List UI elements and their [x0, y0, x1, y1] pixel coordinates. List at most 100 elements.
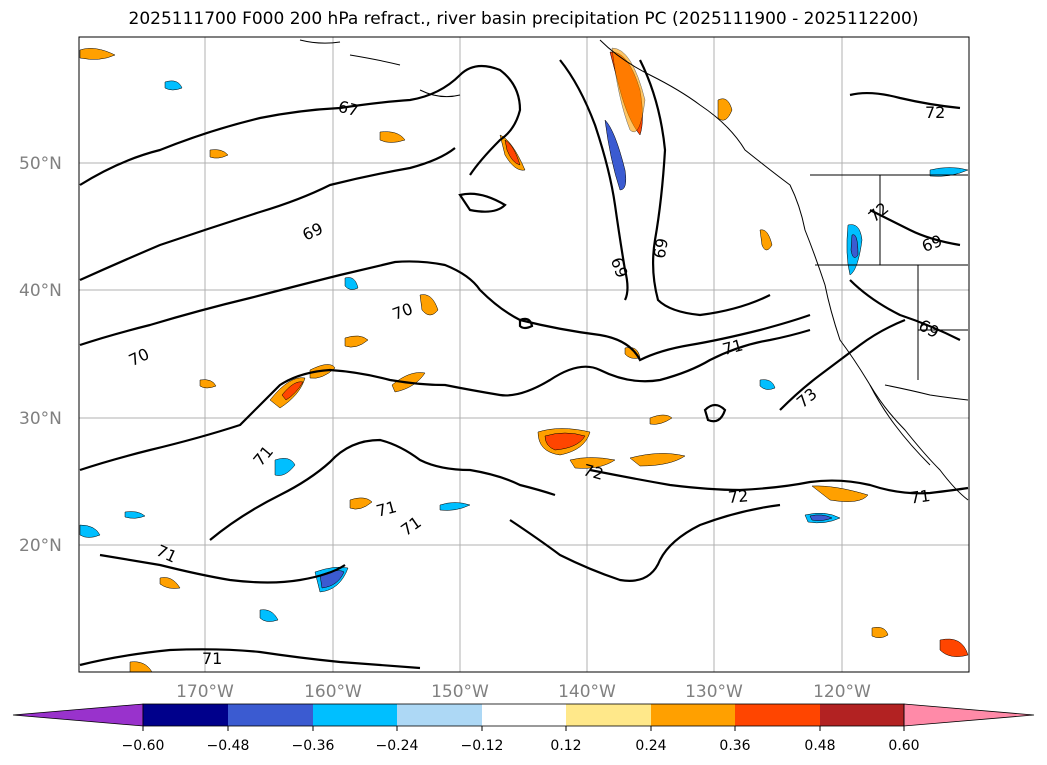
contour-label: 71	[202, 649, 222, 668]
precip-patch	[604, 119, 627, 191]
precip-patch	[419, 294, 439, 316]
precip-shading	[79, 47, 969, 672]
contour-loop	[518, 317, 534, 330]
lat-label-50n: 50°N	[19, 154, 62, 174]
map-background	[79, 37, 969, 672]
precip-patch	[344, 277, 359, 290]
contour-label: 71	[374, 497, 399, 521]
colorbar-tick-label: −0.24	[376, 738, 419, 754]
colorbar-tick-label: 0.48	[804, 738, 835, 754]
colorbar-segment	[143, 704, 228, 726]
colorbar-tick-label: −0.48	[207, 738, 250, 754]
precip-patch	[504, 139, 521, 166]
colorbar-tick-label: −0.60	[122, 738, 165, 754]
contour-label: 71	[909, 486, 932, 508]
contour-69-b	[639, 59, 771, 317]
colorbar-segment	[735, 704, 820, 726]
colorbar-segment	[228, 704, 313, 726]
map-title: 2025111700 F000 200 hPa refract., river …	[128, 9, 919, 29]
border-us-mexico	[884, 384, 969, 401]
precip-patch	[209, 149, 229, 159]
precip-patch	[811, 485, 869, 502]
precip-patch	[717, 98, 733, 121]
lon-label-160w: 160°W	[304, 682, 362, 702]
north-america-coast	[599, 39, 969, 501]
refractivity-contours	[79, 59, 969, 670]
colorbar-tick-label: 0.36	[719, 738, 750, 754]
colorbar-tick-label: 0.12	[550, 738, 581, 754]
precip-patch	[611, 47, 646, 133]
precip-patch	[759, 379, 776, 390]
contour-label: 72	[581, 460, 606, 484]
colorbar-tick-label: 0.24	[635, 738, 666, 754]
precip-patch	[759, 229, 773, 251]
colorbar-segment	[566, 704, 651, 726]
contour-70	[79, 260, 811, 362]
colorbar-tick-labels: −0.60 −0.48 −0.36 −0.24 −0.12 0.12 0.24 …	[122, 738, 920, 754]
precip-patch	[281, 381, 304, 401]
contour-loop	[458, 192, 507, 213]
lon-label-140w: 140°W	[558, 682, 616, 702]
lon-label-120w: 120°W	[813, 682, 871, 702]
precip-patch	[274, 458, 296, 476]
precip-patch	[379, 131, 406, 143]
colorbar-segment	[482, 704, 566, 726]
contour-73	[779, 318, 906, 411]
contour-69-ne	[849, 279, 961, 341]
contour-72-ne	[849, 91, 961, 110]
colorbar-frame	[142, 703, 905, 727]
precip-patch	[569, 457, 616, 469]
precip-patch	[164, 80, 183, 91]
contour-label: 71	[720, 335, 745, 359]
colorbar-segment	[397, 704, 482, 726]
precip-patch	[439, 502, 471, 511]
coast-islands	[299, 39, 461, 98]
precip-patch	[199, 379, 217, 389]
contour-71-c	[99, 553, 346, 584]
precip-patch	[871, 627, 889, 638]
contour-72-ne-b	[869, 209, 961, 247]
contour-71-d	[79, 648, 421, 670]
contour-67	[79, 64, 522, 186]
precip-patch	[79, 48, 116, 60]
colorbar-ticks	[142, 726, 905, 731]
lat-label-30n: 30°N	[19, 409, 62, 429]
lon-label-170w: 170°W	[176, 682, 234, 702]
colorbar-extend-low	[12, 703, 144, 727]
precip-patch	[850, 234, 859, 258]
colorbar-segment	[313, 704, 397, 726]
border-states	[815, 175, 968, 380]
precip-patch	[939, 638, 969, 657]
graticule	[79, 37, 969, 672]
coastlines	[299, 39, 969, 501]
map-frame	[78, 36, 970, 673]
precip-patch	[259, 609, 279, 622]
contour-72-b	[509, 503, 781, 582]
precip-patch	[344, 335, 369, 348]
baja-coast	[869, 384, 931, 466]
precip-patch	[124, 511, 146, 519]
precip-patch	[929, 167, 969, 177]
contour-loop	[703, 403, 727, 423]
colorbar: −0.60 −0.48 −0.36 −0.24 −0.12 0.12 0.24 …	[12, 703, 1035, 754]
precip-patch	[629, 453, 686, 467]
precip-patch	[544, 432, 586, 451]
contour-71-a	[79, 328, 811, 472]
contour-69-east	[559, 59, 629, 301]
contour-69-west	[79, 147, 456, 282]
colorbar-tick-label: −0.12	[461, 738, 504, 754]
lat-label-40n: 40°N	[19, 281, 62, 301]
contour-label: 67	[336, 97, 361, 121]
lat-labels: 50°N 40°N 30°N 20°N	[19, 154, 62, 556]
lon-label-150w: 150°W	[431, 682, 489, 702]
precip-patch	[129, 661, 153, 672]
colorbar-tick-label: −0.36	[292, 738, 335, 754]
precip-patch	[79, 524, 101, 538]
colorbar-tick-label: 0.60	[888, 738, 919, 754]
contour-label: 72	[727, 486, 749, 507]
colorbar-segment	[820, 704, 904, 726]
lon-label-130w: 130°W	[685, 682, 743, 702]
contour-71-b	[209, 438, 556, 541]
contour-72	[589, 468, 969, 495]
